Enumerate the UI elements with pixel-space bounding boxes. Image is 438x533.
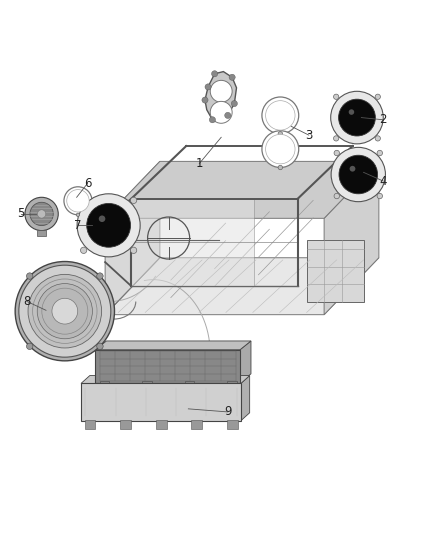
Circle shape [209,117,215,123]
Text: 3: 3 [305,128,312,142]
Circle shape [97,343,103,350]
Circle shape [64,187,92,215]
Bar [227,420,238,429]
Bar [191,420,202,429]
Circle shape [377,193,382,199]
Circle shape [339,99,375,136]
Circle shape [81,247,87,254]
Circle shape [334,193,339,199]
Text: 7: 7 [74,219,82,232]
Bar [142,381,152,389]
Circle shape [210,80,232,102]
Circle shape [77,194,140,257]
Circle shape [339,155,378,194]
Circle shape [99,215,105,222]
Circle shape [377,150,382,156]
Circle shape [37,210,46,218]
Polygon shape [131,199,254,286]
Circle shape [15,262,114,361]
Circle shape [375,94,381,99]
Circle shape [37,284,92,339]
Text: 1: 1 [195,157,203,170]
Bar [95,350,240,383]
Bar [156,420,166,429]
Circle shape [334,150,339,156]
Circle shape [331,147,385,201]
Bar [100,381,110,389]
Polygon shape [241,376,250,421]
Text: 6: 6 [84,177,92,190]
Circle shape [205,84,211,90]
Bar [81,383,241,421]
Circle shape [76,213,80,216]
Polygon shape [105,161,379,219]
Circle shape [28,274,102,348]
Circle shape [25,197,58,231]
Circle shape [231,101,237,107]
Circle shape [278,132,283,136]
Text: 9: 9 [224,406,232,418]
Circle shape [210,101,232,123]
Text: 4: 4 [379,175,387,188]
Polygon shape [95,341,251,350]
Polygon shape [240,341,251,383]
Polygon shape [324,161,379,314]
Circle shape [202,97,208,103]
Bar [85,420,95,429]
Circle shape [19,265,111,357]
Circle shape [131,197,137,204]
Circle shape [225,112,231,118]
Circle shape [26,273,33,279]
Circle shape [333,94,339,99]
Circle shape [278,165,283,169]
Circle shape [375,136,381,141]
Circle shape [67,190,89,212]
Circle shape [262,131,299,167]
Text: 5: 5 [18,207,25,221]
Circle shape [87,204,131,247]
Polygon shape [81,376,250,383]
Circle shape [349,109,354,115]
Circle shape [52,298,78,324]
Bar [120,420,131,429]
Bar [184,381,194,389]
Circle shape [30,203,53,225]
Circle shape [331,91,383,144]
Circle shape [350,166,355,172]
Circle shape [131,247,137,254]
Circle shape [265,134,295,164]
Polygon shape [205,71,237,122]
Circle shape [265,101,295,130]
Bar [38,230,46,236]
Circle shape [81,197,87,204]
Bar [307,240,364,302]
Circle shape [333,136,339,141]
Circle shape [26,343,33,350]
Text: 8: 8 [24,295,31,308]
Circle shape [97,273,103,279]
Circle shape [229,74,235,80]
Bar [227,381,237,389]
Circle shape [212,71,218,77]
Circle shape [262,97,299,134]
Polygon shape [105,161,160,314]
Text: 2: 2 [379,114,387,126]
Polygon shape [105,258,379,314]
